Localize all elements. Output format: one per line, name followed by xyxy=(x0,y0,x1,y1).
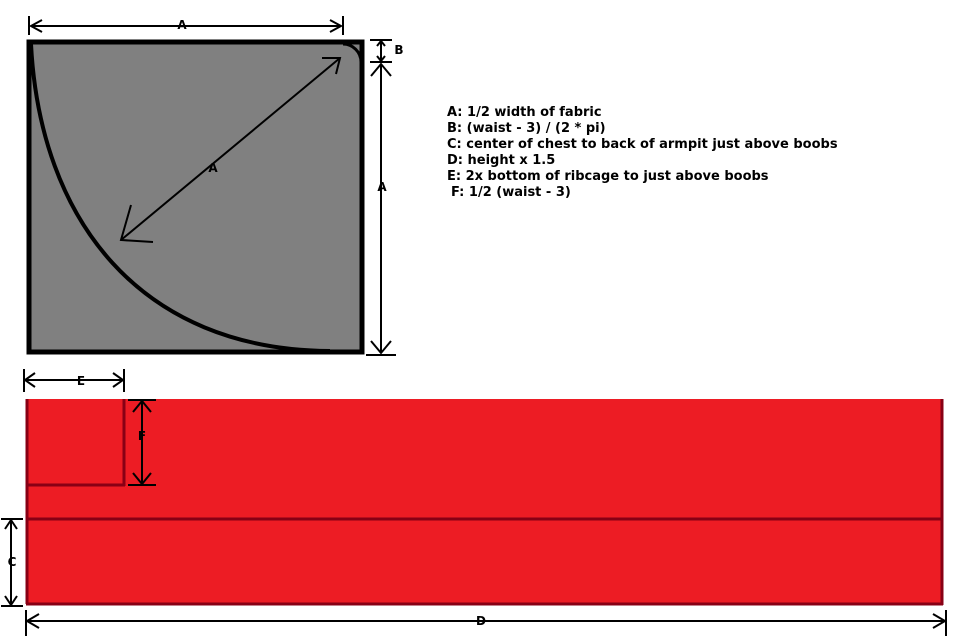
square-panel xyxy=(26,39,365,355)
dimension-label-b: B xyxy=(394,43,403,57)
waist-arc xyxy=(342,42,363,63)
red-rect-edges xyxy=(25,399,944,606)
legend: A: 1/2 width of fabric B: (waist - 3) / … xyxy=(447,105,838,201)
radius-arrow xyxy=(119,57,342,243)
dimension-label-a-diagonal: A xyxy=(208,161,218,175)
dimension-e xyxy=(23,369,125,392)
dimension-f xyxy=(128,399,156,486)
dimension-label-d: D xyxy=(476,614,486,628)
legend-item-a: A: 1/2 width of fabric xyxy=(447,105,602,120)
dimension-label-f: F xyxy=(138,429,146,443)
dimension-label-c: C xyxy=(8,555,17,569)
legend-item-d: D: height x 1.5 xyxy=(447,153,556,168)
dimension-c xyxy=(1,518,23,607)
dimension-label-a-right: A xyxy=(377,180,387,194)
dimension-label-a-top: A xyxy=(177,18,187,32)
hem-curve xyxy=(29,43,331,353)
dimension-d xyxy=(25,610,947,636)
dimension-a-top xyxy=(28,16,344,35)
dimension-a-right xyxy=(366,62,396,356)
legend-item-e: E: 2x bottom of ribcage to just above bo… xyxy=(447,169,769,184)
dimension-b xyxy=(370,39,392,63)
legend-item-b: B: (waist - 3) / (2 * pi) xyxy=(447,121,606,136)
dimension-label-e: E xyxy=(77,374,85,388)
legend-item-c: C: center of chest to back of armpit jus… xyxy=(447,137,838,152)
red-rect xyxy=(26,399,942,604)
legend-item-f: F: 1/2 (waist - 3) xyxy=(451,185,571,200)
